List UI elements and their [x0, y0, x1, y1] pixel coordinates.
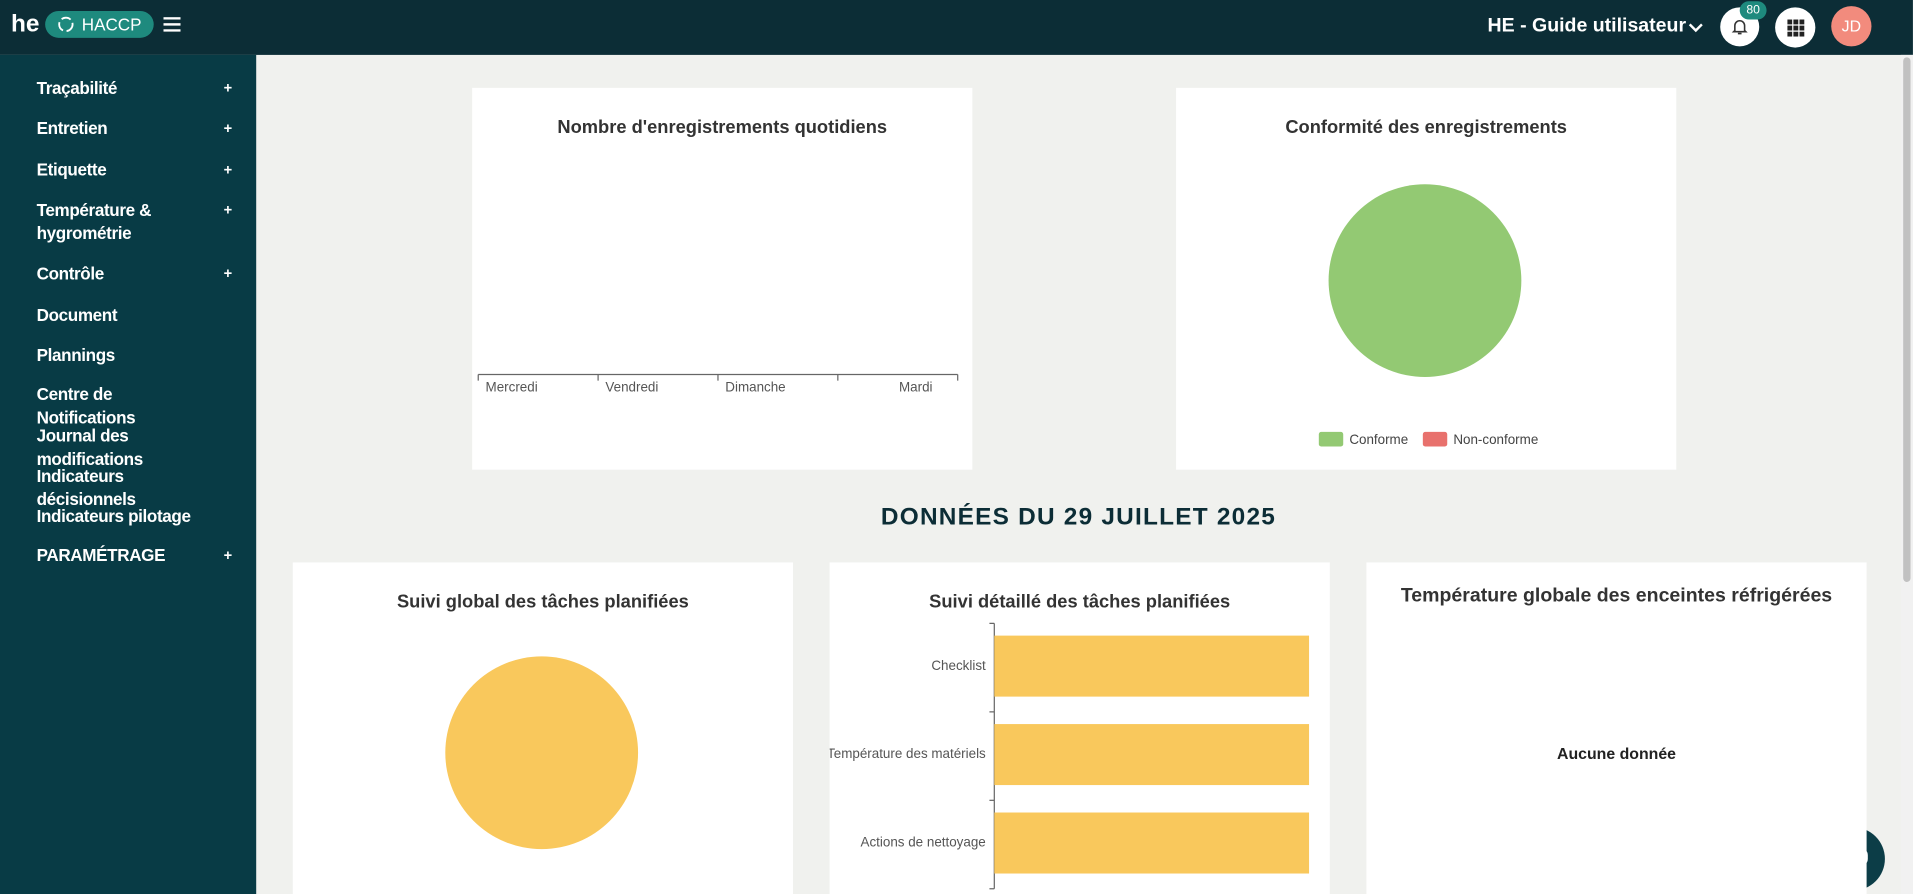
empty-message: Aucune donnée: [1557, 746, 1676, 763]
chart: Suivi détaillé des tâches planifiées Chec…: [830, 591, 1310, 890]
menu-label: Document: [36, 305, 118, 325]
x-tick-label: Dimanche: [725, 380, 785, 395]
y-tick-label: Actions de nettoyage: [861, 835, 986, 850]
x-tick-label: Mardi: [899, 380, 933, 395]
chart-title: Conformité des enregistrements: [1285, 116, 1567, 137]
chart-title: Suivi détaillé des tâches planifiées: [929, 591, 1230, 612]
chevron: [1688, 23, 1703, 33]
bar: [994, 812, 1310, 874]
chart: Température globale des enceintes réfrig…: [1401, 584, 1832, 763]
menu-toggle: +: [223, 264, 233, 282]
chart-title: Température globale des enceintes réfrig…: [1401, 584, 1832, 606]
legend-swatch: [1422, 431, 1448, 447]
menu-item[interactable]: Etiquette +: [37, 159, 244, 182]
bar: [994, 724, 1310, 786]
legend-swatch: [1318, 431, 1344, 447]
menu-button[interactable]: [163, 17, 181, 32]
app-icon: [58, 16, 74, 33]
avatar[interactable]: JD: [1831, 6, 1872, 47]
menu-label: Indicateurs pilotage: [36, 506, 191, 526]
y-tick-label: Température des matériels: [830, 746, 986, 761]
chart-panel: Suivi détaillé des tâches planifiées Chec…: [829, 562, 1330, 894]
chart-panel: Suivi global des tâches planifiées: [292, 562, 793, 894]
site-selector[interactable]: HE - Guide utilisateur: [1487, 15, 1687, 37]
x-tick-label: Mercredi: [486, 380, 538, 395]
menu-item[interactable]: Entretien +: [37, 117, 244, 140]
chart-panel: Température globale des enceintes réfrig…: [1366, 562, 1867, 894]
app-name: HACCP: [81, 14, 142, 35]
apps-button[interactable]: [1775, 7, 1816, 48]
menu-item[interactable]: Contrôle +: [37, 262, 244, 285]
chart-title: Nombre d'enregistrements quotidiens: [557, 116, 887, 137]
app-badge[interactable]: HACCP: [45, 10, 154, 38]
menu-label: Journal des modifications: [36, 425, 144, 469]
menu-label: PARAMÉTRAGE: [36, 545, 166, 565]
bell-icon: [1731, 20, 1748, 35]
menu-item[interactable]: Traçabilité +: [37, 77, 244, 100]
pie-slice: [445, 656, 639, 850]
pie-slice: [1328, 184, 1522, 377]
menu-label: Température & hygrométrie: [36, 200, 152, 243]
menu-item[interactable]: PARAMÉTRAGE +: [37, 544, 244, 567]
chart-panel: Conformité des enregistrements Conforme No…: [1176, 87, 1677, 470]
bar: [994, 635, 1310, 697]
grid-icon: [1786, 18, 1804, 36]
menu-label: Etiquette: [36, 159, 107, 180]
chart: Conformité des enregistrements Conforme No…: [1285, 116, 1567, 447]
chart-panel: Nombre d'enregistrements quotidiens Mercr…: [472, 87, 973, 470]
menu-item[interactable]: Document: [37, 304, 244, 327]
menu-item[interactable]: Journal des modifications: [37, 425, 244, 471]
menu-label: Indicateurs décisionnels: [36, 466, 136, 509]
section-title: DONNÉES DU 29 JUILLET 2025: [880, 503, 1277, 531]
menu-toggle: +: [223, 161, 233, 179]
menu-item[interactable]: Température & hygrométrie +: [37, 199, 244, 245]
sidebar: Traçabilité + Entretien + Etiquette + Températ…: [0, 54, 257, 894]
scrollbar[interactable]: [1900, 54, 1913, 894]
logo: he: [10, 10, 40, 38]
menu-label: Centre de Notifications: [36, 384, 136, 427]
menu-item[interactable]: Indicateurs décisionnels: [37, 465, 244, 511]
chart: Suivi global des tâches planifiées: [397, 591, 689, 850]
legend-label: Conforme: [1349, 432, 1408, 447]
menu-item[interactable]: Plannings: [37, 344, 244, 367]
top-bar: he HACCP HE - Guide utilisateur 80 JD: [0, 0, 1913, 55]
chart-title: Suivi global des tâches planifiées: [397, 591, 689, 612]
menu-toggle: +: [223, 546, 233, 564]
menu-label: Plannings: [36, 345, 116, 365]
notification-count: 80: [1739, 1, 1767, 20]
menu-label: Contrôle: [36, 263, 105, 284]
menu-toggle: +: [223, 79, 233, 97]
menu-toggle: +: [223, 201, 233, 219]
legend-label: Non-conforme: [1453, 432, 1538, 447]
menu-toggle: +: [223, 119, 233, 137]
menu-label: Traçabilité: [36, 78, 118, 98]
menu-item[interactable]: Centre de Notifications: [37, 383, 244, 429]
y-tick-label: Checklist: [931, 658, 986, 673]
x-tick-label: Vendredi: [605, 380, 658, 395]
menu-item[interactable]: Indicateurs pilotage: [37, 505, 244, 528]
menu-label: Entretien: [36, 118, 108, 138]
chart: Nombre d'enregistrements quotidiens Mercr…: [477, 116, 959, 395]
